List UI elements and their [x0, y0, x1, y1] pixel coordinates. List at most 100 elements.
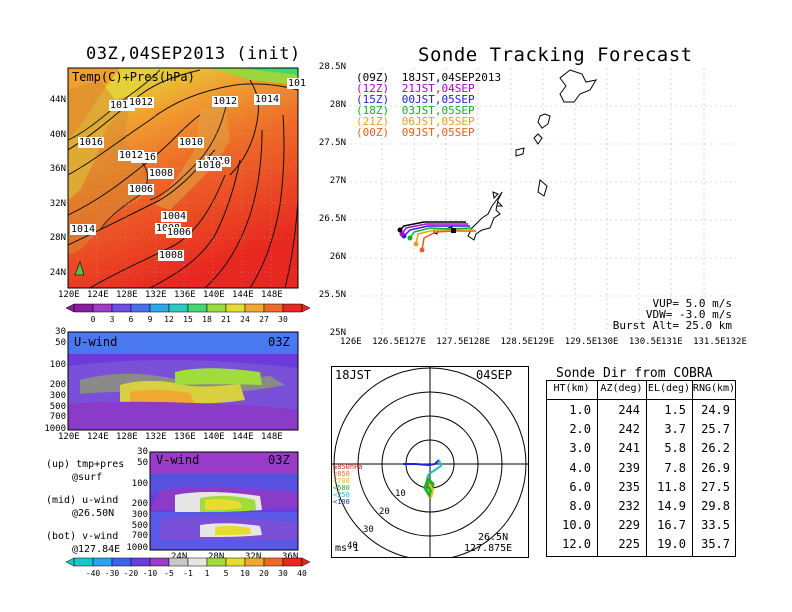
- legend-time: 09JST,05SEP: [395, 126, 475, 139]
- launch-site-marker: [451, 228, 456, 233]
- lat-tick: 28N: [49, 233, 66, 244]
- table-cell: 12.0: [562, 537, 591, 552]
- sonde-track: [401, 223, 468, 235]
- colorbar-tick: 10: [240, 569, 250, 578]
- table-cell: 3.7: [664, 422, 686, 437]
- colorbar-tick: 40: [297, 569, 307, 578]
- lon-tick: 131E: [661, 337, 683, 347]
- sonde-track: [399, 221, 466, 231]
- pressure-tick: 300: [49, 391, 66, 401]
- pressure-tick: 100: [49, 360, 66, 370]
- isobar-label: 1008: [148, 168, 175, 179]
- lon-tick: 130.5E: [628, 337, 662, 347]
- table-cell: 25.7: [701, 422, 730, 437]
- table-cell: 5.8: [664, 441, 686, 456]
- sonde-track: [403, 225, 470, 237]
- pressure-tick: 50: [137, 458, 148, 468]
- isobar-label: 1016: [78, 137, 105, 148]
- sonde-track: [415, 229, 474, 245]
- pressure-tick: 1000: [126, 543, 148, 553]
- colorbar-swatch: [187, 303, 208, 313]
- pressure-tick: 700: [49, 412, 66, 422]
- table-cell: 235: [618, 479, 640, 494]
- isobar-label: 1014: [70, 224, 97, 235]
- pressure-tick: 1000: [44, 424, 66, 434]
- colorbar-tick: 30: [278, 569, 288, 578]
- hodo-lat: 26.5N: [478, 532, 509, 543]
- table-cell: 241: [618, 441, 640, 456]
- colorbar-swatch: [187, 557, 208, 567]
- legend-time: 06JST,05SEP: [395, 115, 475, 128]
- isobar-label: 1006: [128, 184, 155, 195]
- colorbar-swatch: [244, 557, 265, 567]
- colorbar-swatch: [149, 557, 170, 567]
- u-wind-label: U-wind: [74, 335, 118, 349]
- lat-tick: 32N: [49, 198, 66, 209]
- lat-tick: 27.5N: [318, 138, 346, 148]
- table-cell: 1.0: [569, 403, 591, 417]
- table-column-rule: [646, 380, 647, 557]
- colorbar-swatch: [225, 557, 246, 567]
- landing-point: [399, 231, 405, 237]
- hodo-time: 18JST: [335, 368, 372, 382]
- table-cell: 24.9: [701, 403, 730, 417]
- lon-tick: 136E: [174, 432, 196, 442]
- lon-tick: 140E: [203, 432, 225, 442]
- table-cell: 2.0: [569, 422, 591, 437]
- balloon-params: VUP= 5.0 m/s VDW= -3.0 m/s Burst Alt= 25…: [606, 298, 732, 331]
- legend-code: (12Z): [356, 82, 390, 95]
- lat-tick: 40N: [49, 129, 66, 140]
- isobar-label: 1012: [128, 97, 155, 108]
- isobar-label: 1008: [158, 250, 185, 261]
- legend-code: (00Z): [356, 126, 390, 139]
- hodo-legend-item: <850: [333, 470, 350, 478]
- lon-tick: 128E: [116, 290, 138, 300]
- legend-time: 18JST,04SEP2013: [395, 71, 502, 84]
- colorbar-tick: 21: [221, 315, 231, 324]
- table-cell: 16.7: [657, 518, 686, 533]
- isobar-label: 1012: [212, 96, 239, 107]
- lon-tick: 120E: [58, 290, 80, 300]
- hodo-lon: 127.875E: [464, 543, 513, 554]
- isobar-label: 101: [287, 78, 308, 89]
- lat-tick: 28N: [329, 100, 346, 110]
- landing-point: [397, 227, 403, 233]
- legend-code: (09Z): [356, 71, 390, 84]
- pressure-tick: 100: [131, 479, 148, 489]
- colorbar-swatch: [73, 303, 94, 313]
- colorbar-tick: 0: [91, 315, 96, 324]
- table-cell: 7.8: [664, 460, 686, 475]
- ring-label-10: 10: [395, 489, 406, 499]
- landing-point: [413, 241, 419, 247]
- legend-time: 21JST,04SEP: [395, 82, 475, 95]
- lon-tick: 124E: [87, 432, 109, 442]
- tracking-title: Sonde Tracking Forecast: [418, 44, 693, 66]
- table-cell: 225: [618, 537, 640, 552]
- lat-tick: 26.5N: [318, 214, 346, 224]
- u-wind-time: 03Z: [268, 335, 290, 349]
- table-cell: 14.9: [657, 499, 686, 513]
- legend-code: (21Z): [356, 115, 390, 128]
- pressure-tick: 30: [137, 447, 148, 457]
- isobar-label: 1012: [118, 150, 145, 161]
- legend-mid: (mid) u-wind: [46, 495, 119, 506]
- lat-tick: 28.5N: [318, 62, 346, 72]
- lon-tick: 126E: [340, 337, 362, 347]
- table-header-cell: AZ(deg): [600, 383, 643, 394]
- pressure-tick: 200: [49, 380, 66, 390]
- table-column-rule: [692, 380, 693, 557]
- table-cell: 27.5: [701, 479, 730, 494]
- table-cell: 239: [618, 460, 640, 475]
- isobar-label: 1010: [178, 137, 205, 148]
- colorbar-tick: 6: [129, 315, 134, 324]
- colorbar-swatch: [149, 303, 170, 313]
- colorbar-tick: 3: [110, 315, 115, 324]
- lon-tick: 128.5E: [500, 337, 534, 347]
- colorbar-swatch: [130, 557, 151, 567]
- legend-up-sub: @surf: [72, 472, 103, 483]
- v-wind-label: V-wind: [156, 453, 200, 467]
- legend-time: 00JST,05SEP: [395, 93, 475, 106]
- lon-tick: 132E: [145, 290, 167, 300]
- sonde-track: [421, 230, 476, 251]
- colorbar-tick: 12: [164, 315, 174, 324]
